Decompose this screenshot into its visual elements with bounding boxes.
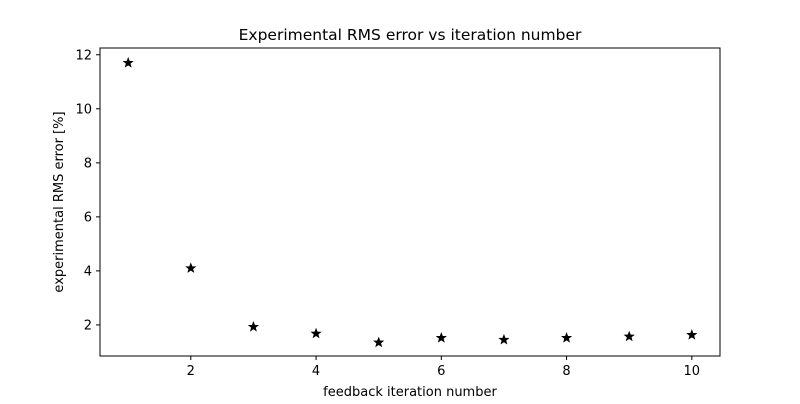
x-tick-label: 8 bbox=[562, 364, 570, 379]
y-tick-label: 4 bbox=[84, 264, 92, 279]
x-axis-label: feedback iteration number bbox=[323, 385, 497, 400]
x-axis: 2 4 6 8 10 bbox=[187, 356, 700, 379]
data-point-star bbox=[686, 329, 698, 340]
x-tick-label: 6 bbox=[437, 364, 445, 379]
data-point-star bbox=[247, 320, 260, 332]
y-tick-label: 8 bbox=[84, 156, 92, 171]
data-point-star bbox=[623, 330, 635, 342]
data-point-star bbox=[498, 333, 510, 345]
y-axis: 2 4 6 8 10 12 bbox=[75, 48, 100, 333]
x-tick-label: 2 bbox=[187, 364, 195, 379]
y-tick-label: 6 bbox=[84, 210, 92, 225]
plot-frame bbox=[99, 47, 721, 357]
y-axis-label: experimental RMS error [%] bbox=[52, 111, 67, 292]
y-tick-label: 2 bbox=[84, 318, 92, 333]
chart-title: Experimental RMS error vs iteration numb… bbox=[239, 26, 582, 44]
data-point-star bbox=[373, 336, 385, 348]
y-tick-label: 10 bbox=[75, 102, 92, 117]
y-tick-label: 12 bbox=[75, 48, 92, 63]
data-point-star bbox=[122, 57, 134, 68]
data-points bbox=[122, 57, 698, 348]
data-point-star bbox=[310, 327, 322, 339]
data-point-star bbox=[435, 332, 447, 343]
x-tick-label: 10 bbox=[684, 364, 701, 379]
data-point-star bbox=[560, 332, 573, 343]
data-point-star bbox=[185, 262, 197, 273]
x-tick-label: 4 bbox=[312, 364, 320, 379]
